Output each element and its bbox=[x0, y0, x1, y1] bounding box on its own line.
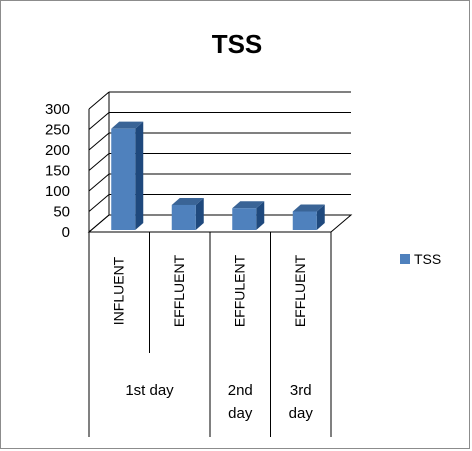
x-group-label: 3rd bbox=[290, 382, 312, 399]
gridline-300 bbox=[88, 91, 351, 110]
y-tick-label: 300 bbox=[45, 101, 70, 118]
chart-title: TSS bbox=[212, 29, 263, 59]
floor-plane bbox=[87, 214, 353, 233]
gridline-200 bbox=[88, 132, 351, 151]
gridline-250 bbox=[88, 112, 351, 130]
gridline-100 bbox=[88, 173, 351, 192]
legend-label: TSS bbox=[414, 251, 441, 267]
y-tick-label: 150 bbox=[45, 163, 70, 180]
chart-floor bbox=[87, 214, 353, 233]
legend-swatch bbox=[400, 254, 410, 264]
y-tick-label: 200 bbox=[45, 142, 70, 159]
y-tick-label: 50 bbox=[53, 204, 70, 221]
x-group-label: day bbox=[289, 405, 314, 422]
bar bbox=[171, 197, 204, 230]
x-axis-categories: INFLUENT EFFLUENT EFFULENT EFFLUENT 1st day 2… bbox=[88, 232, 332, 437]
x-category-label: EFFLUENT bbox=[171, 254, 187, 327]
gridlines bbox=[88, 91, 351, 233]
x-group-label: 1st day bbox=[125, 382, 174, 399]
bars bbox=[111, 121, 325, 230]
x-category-label: EFFULENT bbox=[231, 254, 247, 327]
gridline-50 bbox=[88, 194, 351, 212]
bar bbox=[292, 204, 325, 230]
x-group-label: day bbox=[228, 405, 253, 422]
x-group-label: 2nd bbox=[228, 382, 253, 399]
x-category-label: INFLUENT bbox=[110, 256, 126, 325]
bar bbox=[232, 201, 265, 230]
y-tick-label: 0 bbox=[62, 224, 70, 241]
legend: TSS bbox=[400, 251, 441, 267]
y-tick-label: 100 bbox=[45, 183, 70, 200]
y-tick-label: 250 bbox=[45, 122, 70, 139]
bar bbox=[111, 121, 144, 230]
y-axis-ticks: 0 50 100 150 200 250 300 bbox=[45, 101, 70, 241]
gridline-150 bbox=[88, 153, 351, 171]
x-category-label: EFFLUENT bbox=[292, 254, 308, 327]
